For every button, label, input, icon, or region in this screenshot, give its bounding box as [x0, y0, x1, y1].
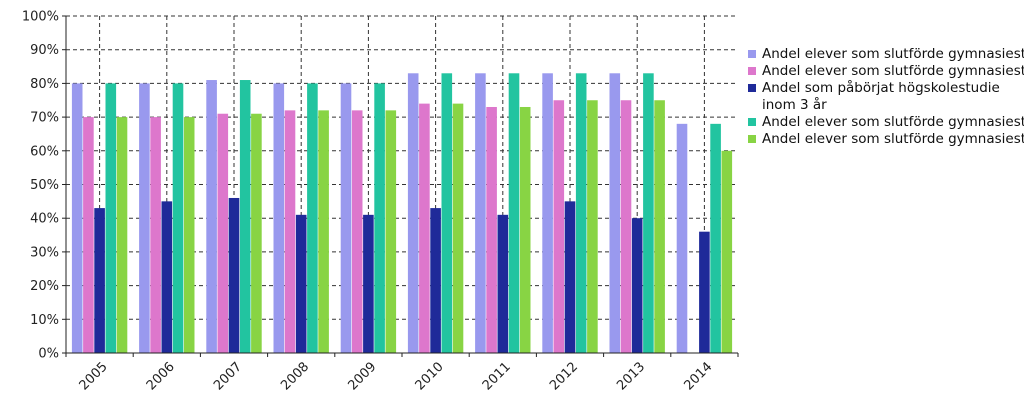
bar-2009-series-4 [374, 83, 385, 354]
bar-2011-series-1 [475, 73, 486, 353]
bar-2010-series-5 [452, 103, 464, 354]
bar-2013-series-4 [643, 73, 654, 353]
bar-2007-series-3 [228, 197, 240, 353]
bar-2007-series-1 [206, 80, 217, 353]
bar-2012-series-1 [542, 73, 553, 353]
bar-2007-series-2 [217, 113, 229, 353]
bar-2006-series-3 [161, 201, 173, 353]
y-tick-label: 0% [38, 347, 59, 362]
bar-2006-series-2 [150, 117, 161, 353]
bar-2013-series-1 [609, 73, 621, 353]
legend-label: Andel som påbörjat högskolestudie inom 3… [762, 80, 1000, 113]
legend-item: Andel elever som slutförde gymnasiestu [748, 63, 1024, 80]
legend-swatch [748, 50, 756, 58]
x-tick-label: 2005 [77, 359, 111, 393]
bar-2009-series-1 [340, 83, 352, 354]
legend-label: Andel elever som slutförde gymnasiestu [762, 46, 1024, 62]
bar-2013-series-3 [631, 218, 643, 353]
bar-2013-series-5 [654, 100, 665, 353]
bar-2008-series-2 [284, 110, 296, 353]
legend: Andel elever som slutförde gymnasiestu An… [748, 46, 1024, 148]
x-tick-label: 2008 [278, 359, 312, 393]
y-tick-label: 20% [30, 279, 59, 294]
bar-2013-series-2 [620, 100, 632, 353]
bar-2008-series-1 [273, 83, 285, 354]
x-tick-label: 2012 [547, 359, 581, 393]
y-tick-label: 50% [30, 178, 59, 193]
bar-2008-series-3 [295, 214, 307, 353]
bar-2010-series-4 [441, 73, 453, 353]
y-tick-label: 90% [30, 43, 59, 58]
bar-2008-series-4 [307, 83, 318, 354]
bar-2014-series-1 [676, 123, 688, 353]
bar-2011-series-5 [519, 106, 531, 354]
bar-2006-series-5 [183, 117, 195, 353]
bar-2009-series-3 [363, 214, 374, 353]
legend-swatch [748, 67, 756, 75]
x-axis-tick-labels: 2005 2006 2007 2008 2009 2010 2011 2012 2013 2014 [77, 359, 716, 393]
y-tick-label: 80% [30, 77, 59, 92]
bar-2006-series-4 [172, 83, 184, 354]
legend-item: Andel elever som slutförde gymnasiestu [748, 114, 1024, 131]
bar-2012-series-2 [553, 100, 565, 353]
axes [62, 15, 739, 357]
y-tick-label: 60% [30, 144, 59, 159]
bar-2010-series-2 [419, 103, 430, 354]
bar-2007-series-4 [239, 80, 251, 353]
legend-label: Andel elever som slutförde gymnasiestu [762, 114, 1024, 130]
bar-2008-series-5 [318, 110, 329, 353]
bar-2010-series-1 [407, 73, 419, 353]
legend-swatch [748, 135, 756, 143]
bar-2012-series-3 [564, 201, 576, 353]
bar-2007-series-5 [251, 113, 262, 353]
bar-2005-series-4 [105, 83, 117, 354]
legend-item: Andel som påbörjat högskolestudie inom 3… [748, 80, 1022, 114]
x-tick-label: 2007 [211, 359, 245, 393]
x-tick-label: 2013 [614, 359, 648, 393]
x-tick-label: 2006 [144, 359, 178, 393]
legend-item: Andel elever som slutförde gymnasiestu [748, 131, 1024, 148]
bar-2014-series-3 [699, 231, 710, 353]
legend-label: Andel elever som slutförde gymnasiestu [762, 63, 1024, 79]
x-tick-label: 2014 [681, 359, 715, 393]
bar-2011-series-2 [486, 106, 497, 354]
bar-2009-series-5 [385, 110, 397, 353]
bar-2009-series-2 [351, 110, 363, 353]
bar-2011-series-4 [508, 73, 520, 353]
y-axis-tick-labels: 0% 10% 20% 30% 40% 50% 60% 70% 80% 90% 100% [22, 10, 59, 362]
bar-2005-series-3 [94, 208, 105, 353]
legend-label: Andel elever som slutförde gymnasiestu [762, 131, 1024, 147]
y-tick-label: 70% [30, 111, 59, 126]
bar-2010-series-3 [430, 208, 441, 353]
y-tick-label: 40% [30, 212, 59, 227]
bar-2012-series-5 [587, 100, 598, 353]
x-tick-label: 2010 [413, 359, 447, 393]
bar-2006-series-1 [139, 83, 150, 354]
bar-2011-series-3 [497, 214, 509, 353]
bars [71, 73, 733, 354]
legend-swatch [748, 118, 756, 126]
bar-2005-series-1 [71, 83, 83, 354]
y-tick-label: 30% [30, 245, 59, 260]
bar-2005-series-2 [83, 117, 94, 353]
x-tick-label: 2009 [345, 359, 379, 393]
bar-2014-series-5 [721, 150, 733, 353]
legend-item: Andel elever som slutförde gymnasiestu [748, 46, 1024, 63]
bar-2005-series-5 [116, 117, 128, 353]
y-tick-label: 10% [30, 313, 59, 328]
bar-2014-series-4 [710, 123, 721, 353]
legend-swatch [748, 84, 756, 92]
x-tick-label: 2011 [480, 359, 514, 393]
y-tick-label: 100% [22, 10, 59, 25]
bar-2012-series-4 [575, 73, 587, 353]
